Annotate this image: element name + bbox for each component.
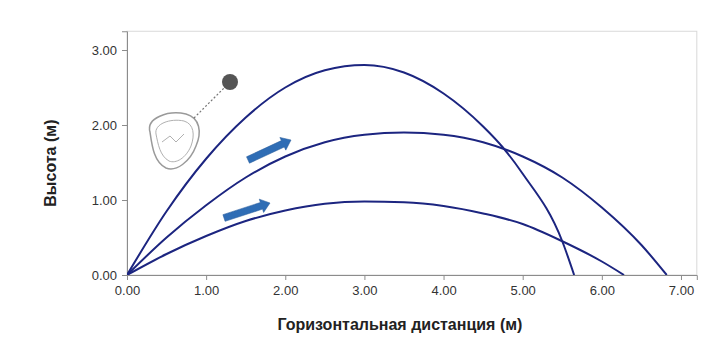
x-tick-label: 7.00 (669, 283, 694, 298)
trajectory-line (127, 133, 667, 276)
racket-inner (156, 120, 193, 162)
arrow-shape (245, 134, 294, 167)
racket-link (194, 86, 226, 118)
y-tick: 1.00 (92, 193, 127, 208)
chart: 0.00 1.00 2.00 3.00 4.00 5.00 6.00 7.00 0.00 1.00… (0, 0, 703, 361)
x-tick: 6.00 (590, 275, 615, 298)
x-tick-mark (285, 275, 286, 280)
x-tick-label: 5.00 (511, 283, 536, 298)
x-axis-title: Горизонтальная дистанция (м) (277, 316, 522, 333)
trajectory-line (127, 65, 574, 275)
y-tick: 3.00 (92, 43, 127, 58)
x-tick: 3.00 (352, 275, 377, 298)
x-tick: 1.00 (194, 275, 219, 298)
x-tick: 0.00 (115, 275, 140, 298)
plot-frame (127, 31, 697, 275)
y-tick-mark (122, 125, 127, 126)
y-tick-label: 0.00 (92, 268, 117, 283)
x-tick: 5.00 (511, 275, 536, 298)
y-tick-label: 2.00 (92, 118, 117, 133)
ball (222, 74, 238, 90)
plot-area (127, 65, 667, 275)
x-tick-mark (444, 275, 445, 280)
x-tick: 4.00 (431, 275, 456, 298)
x-tick-label: 3.00 (352, 283, 377, 298)
y-tick-label: 1.00 (92, 193, 117, 208)
y-tick-mark (122, 200, 127, 201)
x-tick-label: 1.00 (194, 283, 219, 298)
y-tick: 2.00 (92, 118, 127, 133)
y-tick-label: 3.00 (92, 43, 117, 58)
y-tick-mark (122, 50, 127, 51)
x-axis-line (128, 276, 698, 281)
y-tick: 0.00 (92, 268, 127, 283)
x-tick-mark (681, 275, 682, 280)
y-tick-mark (122, 275, 127, 276)
x-axis: 0.00 1.00 2.00 3.00 4.00 5.00 6.00 7.00 (115, 275, 697, 298)
x-tick-label: 6.00 (590, 283, 615, 298)
trajectory-line (127, 202, 624, 276)
x-tick: 2.00 (273, 275, 298, 298)
y-axis-line (122, 32, 128, 276)
arrow (245, 134, 294, 167)
x-tick-mark (364, 275, 365, 280)
x-tick-mark (206, 275, 207, 280)
racket-strings (162, 134, 184, 142)
racket-head (150, 113, 200, 169)
x-tick-label: 2.00 (273, 283, 298, 298)
y-axis: 0.00 1.00 2.00 3.00 (92, 32, 128, 283)
racket-icon (150, 74, 238, 169)
x-tick-label: 0.00 (115, 283, 140, 298)
y-axis-title: Высота (м) (42, 120, 59, 207)
x-tick-label: 4.00 (431, 283, 456, 298)
x-tick-mark (523, 275, 524, 280)
x-tick: 7.00 (669, 275, 694, 298)
x-tick-mark (602, 275, 603, 280)
